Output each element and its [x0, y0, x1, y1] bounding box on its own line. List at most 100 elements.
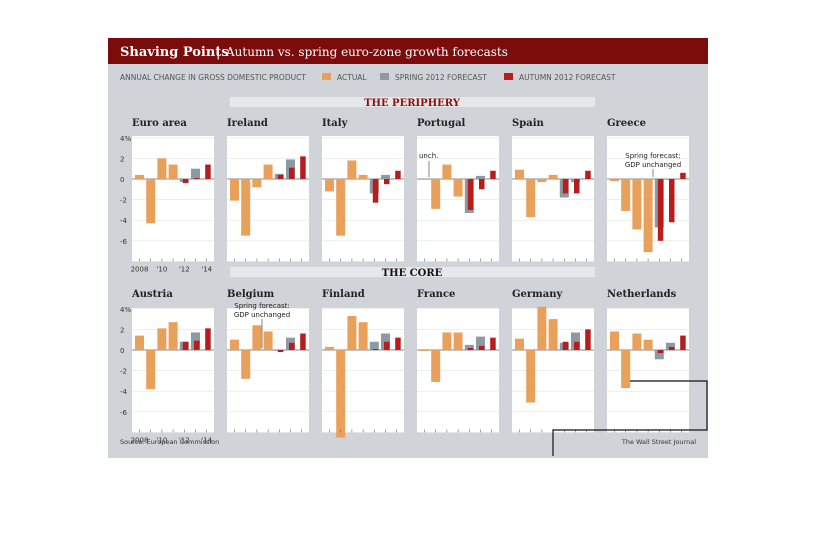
actual-bar [336, 179, 346, 236]
y-tick-label: -6 [120, 238, 128, 246]
chart-title: Shaving Points [120, 45, 229, 60]
x-tick-label: '10 [156, 436, 167, 444]
actual-bar [230, 179, 239, 201]
autumn-bar [384, 179, 390, 185]
panel: Netherlands [607, 289, 689, 433]
actual-bar [420, 350, 429, 352]
actual-bar [241, 350, 251, 379]
autumn-bar [194, 177, 200, 179]
actual-bar [135, 335, 144, 350]
autumn-bar [300, 333, 306, 350]
panel: Euro area 2008 '10 '12 '14 [131, 118, 214, 273]
credit-note: The Wall Street Journal [621, 438, 696, 446]
actual-bar [442, 332, 452, 350]
autumn-bar [289, 167, 295, 179]
y-tick-label: 0 [120, 176, 124, 184]
autumn-bar [372, 179, 379, 203]
autumn-bar [669, 346, 675, 350]
panel-title: Greece [607, 118, 646, 129]
panel-background [607, 308, 689, 433]
actual-bar [358, 174, 368, 179]
autumn-bar [182, 341, 189, 350]
x-tick-label: '12 [179, 265, 190, 273]
x-tick-label: '14 [201, 265, 212, 273]
actual-bar [453, 179, 463, 197]
x-tick-label: '10 [156, 265, 167, 273]
measure-label: ANNUAL CHANGE IN GROSS DOMESTIC PRODUCT [120, 73, 306, 82]
panel-title: Italy [322, 118, 349, 129]
panel-background [322, 136, 404, 262]
y-tick-label: -2 [120, 368, 127, 376]
panel-title: Euro area [132, 118, 187, 129]
actual-bar [146, 179, 156, 224]
actual-bar [347, 160, 357, 179]
actual-bar [515, 338, 524, 350]
actual-bar [263, 331, 273, 350]
group-title: THE PERIPHERY [364, 98, 461, 109]
actual-bar [157, 158, 167, 179]
actual-bar [537, 306, 547, 350]
autumn-bar [277, 350, 284, 353]
panel: Finland [322, 289, 404, 438]
legend-swatch-autumn [504, 73, 513, 80]
actual-bar [548, 319, 558, 350]
autumn-bar [680, 172, 686, 179]
actual-bar [325, 179, 334, 192]
autumn-bar [562, 341, 569, 350]
actual-bar [358, 322, 368, 350]
autumn-bar [562, 179, 569, 194]
autumn-bar [182, 179, 189, 184]
autumn-bar [467, 179, 474, 210]
x-tick-label: '12 [179, 436, 190, 444]
autumn-bar [467, 347, 474, 350]
panel-group: THE CORE 4% 2 0 -2 -4 -6 Austria 2008 '10 '12 '14 Be… [120, 267, 689, 444]
y-tick-label: -4 [120, 388, 128, 396]
legend-label-spring: SPRING 2012 FORECAST [395, 73, 487, 82]
actual-bar [621, 350, 631, 389]
actual-bar [325, 346, 334, 350]
spring-bar [476, 175, 485, 179]
actual-bar [420, 179, 429, 180]
source-note: Source: European Commission [120, 438, 219, 446]
actual-bar [431, 350, 441, 382]
spring-bar [476, 336, 485, 350]
actual-bar [146, 350, 156, 390]
actual-bar [515, 169, 524, 179]
panel-group: THE PERIPHERY 4% 2 0 -2 -4 -6 Euro area 2008 '10 '… [120, 97, 689, 273]
y-tick-label: -4 [120, 217, 128, 225]
actual-bar [263, 164, 273, 179]
autumn-bar [289, 342, 295, 350]
autumn-bar [277, 174, 284, 179]
panel-background [227, 308, 309, 433]
actual-bar [157, 328, 167, 350]
autumn-bar [657, 350, 664, 354]
panel-title: Portugal [417, 118, 466, 129]
y-tick-label: 2 [120, 155, 124, 163]
x-tick-label: 2008 [131, 265, 149, 273]
panel-background [132, 136, 214, 262]
actual-bar [241, 179, 251, 236]
legend-label-actual: ACTUAL [337, 73, 367, 82]
group-title: THE CORE [382, 268, 443, 279]
panel-title: Belgium [227, 289, 275, 300]
title-divider: | [216, 45, 220, 60]
y-tick-label: -6 [120, 409, 128, 417]
annotation-text: Spring forecast: [625, 152, 680, 160]
autumn-bar [205, 164, 211, 179]
y-tick-label: 0 [120, 347, 124, 355]
actual-bar [252, 179, 262, 188]
legend-label-autumn: AUTUMN 2012 FORECAST [519, 73, 616, 82]
autumn-bar [669, 179, 675, 223]
y-tick-label: -2 [120, 197, 127, 205]
autumn-bar [395, 337, 401, 350]
panel: Belgium [227, 289, 309, 433]
autumn-bar [205, 328, 211, 350]
autumn-bar [384, 341, 390, 350]
actual-bar [643, 179, 653, 253]
y-tick-label: 2 [120, 326, 124, 334]
actual-bar [431, 179, 441, 209]
actual-bar [135, 174, 144, 179]
spring-bar [191, 168, 200, 179]
actual-bar [526, 179, 536, 218]
